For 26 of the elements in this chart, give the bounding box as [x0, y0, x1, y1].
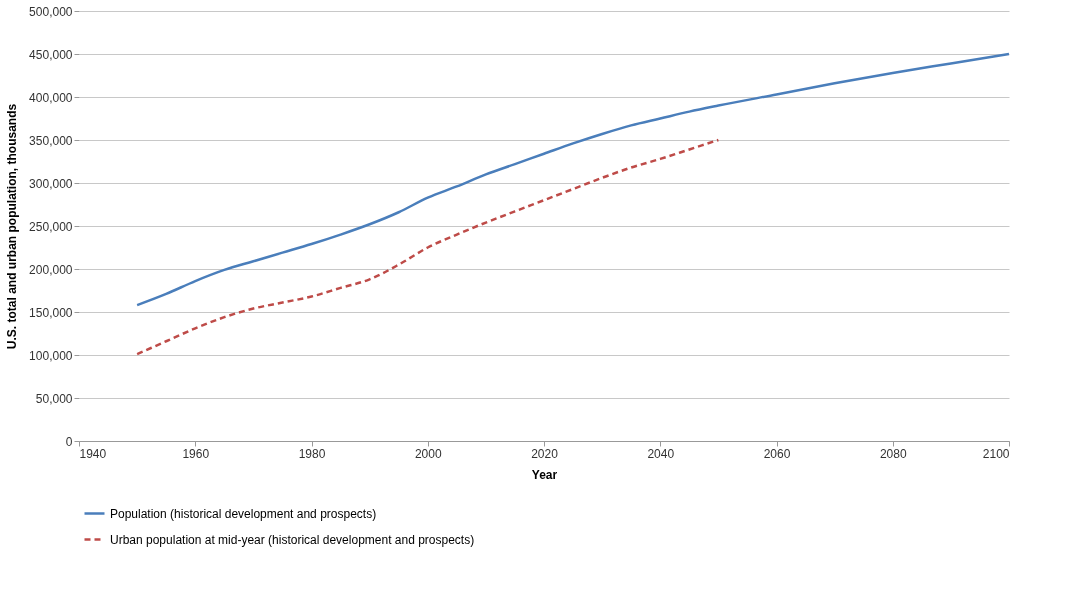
- x-tick-label: 1980: [298, 446, 326, 461]
- y-tick-label: 450,000: [29, 47, 73, 62]
- line-series: [135, 138, 720, 356]
- legend-label: Urban population at mid-year (historical development and prospects): [110, 532, 475, 547]
- x-tick-label: 2100: [982, 446, 1010, 461]
- x-tick-label: 2060: [763, 446, 791, 461]
- x-tick-label: 2040: [647, 446, 675, 461]
- y-tick-label: 400,000: [29, 90, 73, 105]
- y-tick-label: 150,000: [29, 305, 73, 320]
- y-axis-title: U.S. total and urban population, thousands: [5, 103, 20, 350]
- y-tick-label: 50,000: [35, 391, 73, 406]
- y-tick-label: 300,000: [29, 176, 73, 191]
- y-tick-label: 500,000: [29, 4, 73, 19]
- x-tick-label: 2020: [531, 446, 559, 461]
- x-tick-label: 2080: [879, 446, 907, 461]
- x-tick-label: 1960: [182, 446, 210, 461]
- line-series: [135, 52, 1011, 307]
- x-tick-label: 1940: [79, 446, 107, 461]
- y-tick-label: 200,000: [29, 262, 73, 277]
- y-tick-label: 0: [65, 434, 73, 449]
- x-axis-title: Year: [531, 467, 558, 482]
- y-tick-label: 250,000: [29, 219, 73, 234]
- legend-label: Population (historical development and prospects): [110, 506, 377, 521]
- x-tick-label: 2000: [414, 446, 442, 461]
- y-tick-label: 100,000: [29, 348, 73, 363]
- y-tick-label: 350,000: [29, 133, 73, 148]
